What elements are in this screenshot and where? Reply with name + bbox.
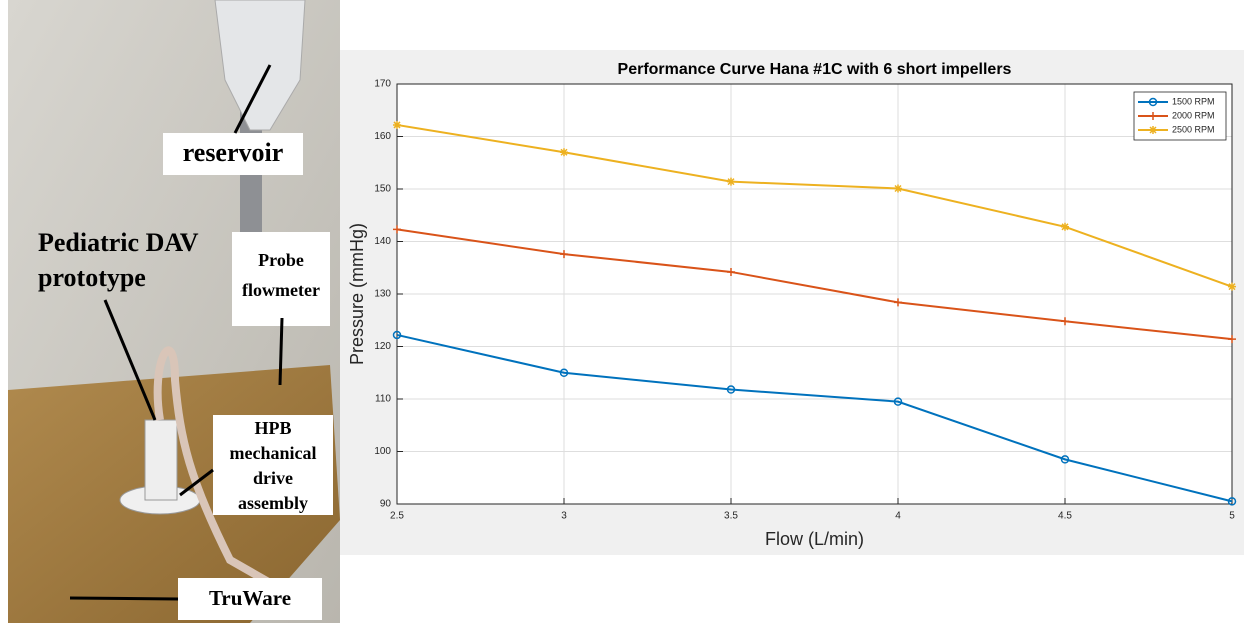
photo-label: HPB xyxy=(254,418,291,438)
y-tick-label: 90 xyxy=(380,499,392,510)
chart: Performance Curve Hana #1C with 6 short … xyxy=(347,61,1236,549)
figure: reservoir Pediatric DAV prototype Probe flow… xyxy=(0,0,1244,623)
leader-line xyxy=(70,598,178,599)
y-tick-label: 170 xyxy=(374,79,391,90)
y-tick-label: 140 xyxy=(374,236,391,247)
photo-label: mechanical xyxy=(230,443,317,463)
photo-label: reservoir xyxy=(183,138,284,167)
marker xyxy=(727,178,735,186)
photo-label: drive xyxy=(253,468,293,488)
marker xyxy=(1228,283,1236,291)
pump-body xyxy=(145,420,177,500)
photo-label: prototype xyxy=(38,263,146,292)
y-tick-label: 110 xyxy=(375,394,391,405)
y-tick-label: 130 xyxy=(374,289,391,300)
photo-label: Probe xyxy=(258,250,304,270)
leader-line xyxy=(280,318,282,385)
chart-title: Performance Curve Hana #1C with 6 short … xyxy=(618,61,1012,78)
legend-marker xyxy=(1149,126,1157,134)
x-axis-label: Flow (L/min) xyxy=(765,529,864,549)
legend-label: 1500 RPM xyxy=(1172,96,1215,106)
y-axis-label: Pressure (mmHg) xyxy=(347,223,367,365)
x-tick-label: 5 xyxy=(1229,511,1235,522)
legend-label: 2500 RPM xyxy=(1172,124,1215,134)
photo: reservoir Pediatric DAV prototype Probe flow… xyxy=(8,0,340,623)
photo-label: Pediatric DAV xyxy=(38,228,199,257)
marker xyxy=(393,121,401,129)
y-tick-label: 100 xyxy=(374,446,391,457)
y-tick-label: 120 xyxy=(374,341,391,352)
label-box xyxy=(232,232,330,326)
legend-label: 2000 RPM xyxy=(1172,110,1215,120)
photo-label: TruWare xyxy=(209,586,291,610)
photo-label: assembly xyxy=(238,493,308,513)
marker xyxy=(894,184,902,192)
x-tick-label: 4.5 xyxy=(1058,511,1072,522)
page: reservoir Pediatric DAV prototype Probe flow… xyxy=(0,0,1244,623)
y-tick-label: 150 xyxy=(374,184,391,195)
photo-label: flowmeter xyxy=(242,280,320,300)
marker xyxy=(1061,223,1069,231)
x-tick-label: 4 xyxy=(895,511,901,522)
x-tick-label: 3.5 xyxy=(724,511,738,522)
marker xyxy=(560,148,568,156)
y-tick-label: 160 xyxy=(374,131,391,142)
x-tick-label: 2.5 xyxy=(390,511,404,522)
x-tick-label: 3 xyxy=(561,511,567,522)
